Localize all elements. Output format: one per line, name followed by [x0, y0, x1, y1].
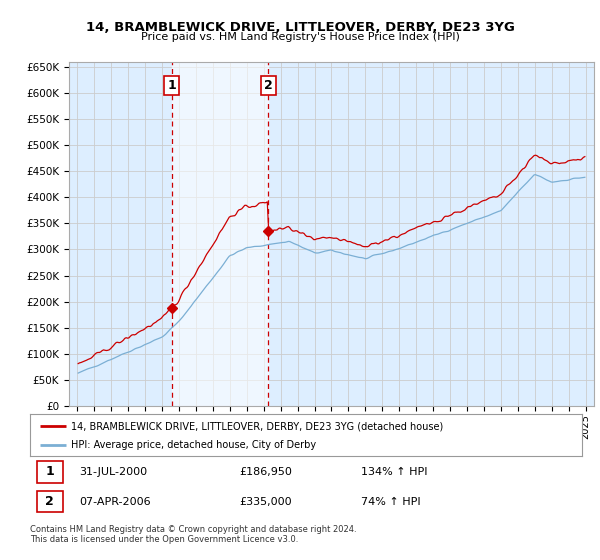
- Text: £335,000: £335,000: [240, 497, 292, 506]
- FancyBboxPatch shape: [37, 461, 63, 483]
- Text: £186,950: £186,950: [240, 467, 293, 477]
- Bar: [172, 62, 268, 406]
- Text: 14, BRAMBLEWICK DRIVE, LITTLEOVER, DERBY, DE23 3YG: 14, BRAMBLEWICK DRIVE, LITTLEOVER, DERBY…: [86, 21, 514, 34]
- Text: 1: 1: [167, 79, 176, 92]
- Text: Price paid vs. HM Land Registry's House Price Index (HPI): Price paid vs. HM Land Registry's House …: [140, 32, 460, 43]
- Text: Contains HM Land Registry data © Crown copyright and database right 2024.
This d: Contains HM Land Registry data © Crown c…: [30, 525, 356, 544]
- FancyBboxPatch shape: [37, 491, 63, 512]
- Text: 134% ↑ HPI: 134% ↑ HPI: [361, 467, 428, 477]
- Text: 2: 2: [264, 79, 273, 92]
- Text: 14, BRAMBLEWICK DRIVE, LITTLEOVER, DERBY, DE23 3YG (detached house): 14, BRAMBLEWICK DRIVE, LITTLEOVER, DERBY…: [71, 421, 443, 431]
- Text: HPI: Average price, detached house, City of Derby: HPI: Average price, detached house, City…: [71, 440, 317, 450]
- Text: 1: 1: [46, 465, 54, 478]
- Text: 74% ↑ HPI: 74% ↑ HPI: [361, 497, 421, 506]
- Text: 31-JUL-2000: 31-JUL-2000: [80, 467, 148, 477]
- Text: 2: 2: [46, 495, 54, 508]
- Text: 07-APR-2006: 07-APR-2006: [80, 497, 151, 506]
